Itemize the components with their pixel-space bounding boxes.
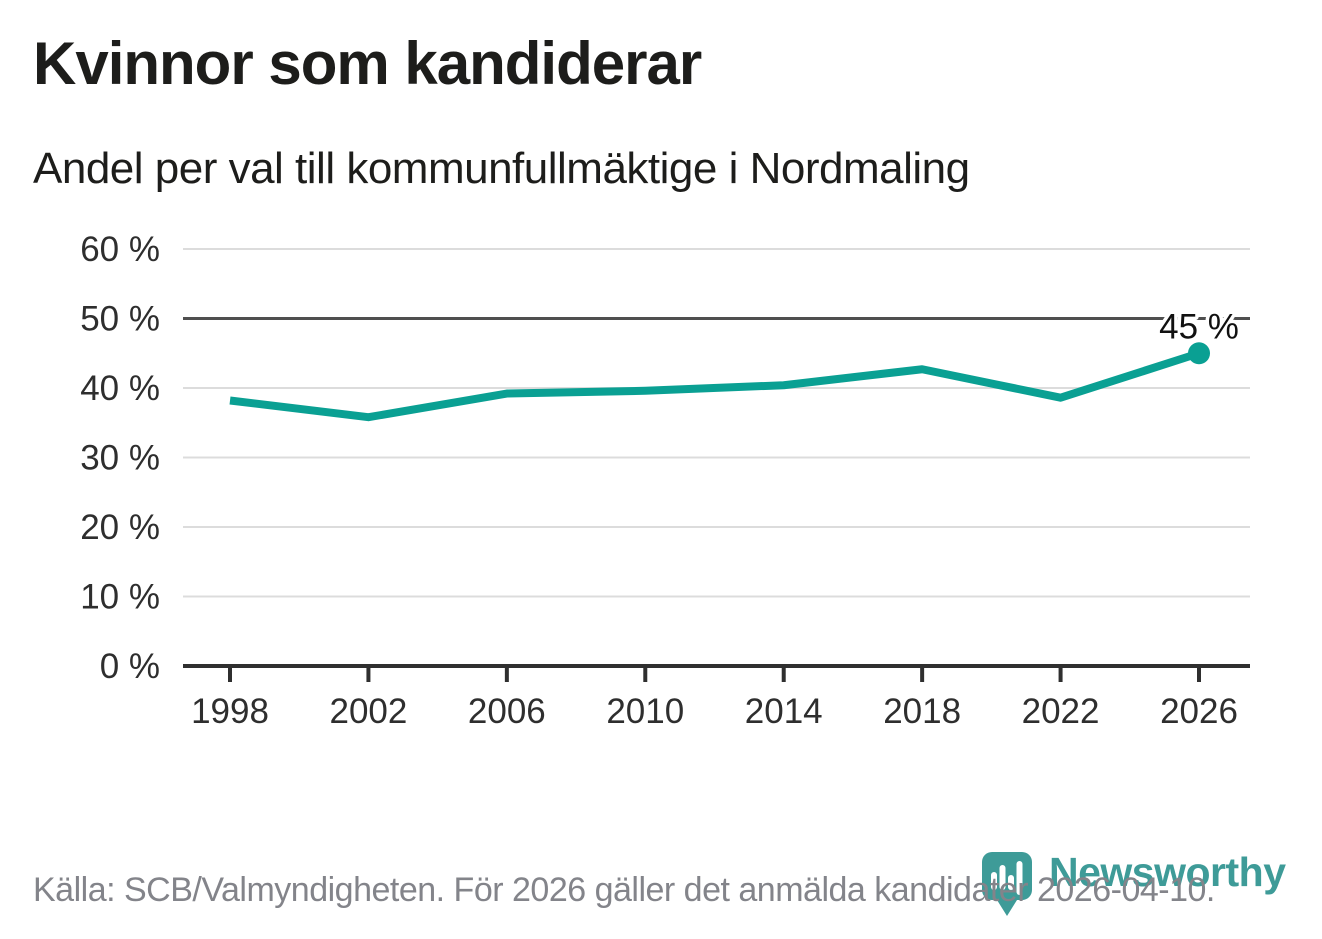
newsworthy-logo[interactable]: Newsworthy — [982, 852, 1290, 918]
y-tick-label-30: 30 % — [80, 439, 160, 478]
chart-subtitle: Andel per val till kommunfullmäktige i N… — [33, 144, 970, 193]
x-tick-label-2010: 2010 — [606, 692, 684, 731]
end-point-marker — [1188, 342, 1210, 365]
newsworthy-pin-barchart-icon — [982, 852, 1032, 916]
logo-bar-3 — [1008, 875, 1014, 890]
y-tick-label-20: 20 % — [80, 508, 160, 547]
newsworthy-logo-text: Newsworthy — [1049, 849, 1286, 895]
y-tick-label-0: 0 % — [100, 647, 160, 686]
source-note: Källa: SCB/Valmyndigheten. För 2026 gäll… — [33, 871, 1215, 909]
x-tick-label-2018: 2018 — [883, 692, 961, 731]
y-tick-label-10: 10 % — [80, 578, 160, 617]
y-tick-label-60: 60 % — [80, 230, 160, 269]
logo-bar-1 — [991, 872, 997, 890]
x-tick-label-2014: 2014 — [745, 692, 823, 731]
x-tick-label-2022: 2022 — [1022, 692, 1100, 731]
logo-bar-4 — [1016, 861, 1023, 895]
x-tick-label-2006: 2006 — [468, 692, 546, 731]
end-point-label: 45 % — [1159, 307, 1239, 346]
chart-title: Kvinnor som kandiderar — [33, 30, 702, 97]
y-tick-label-40: 40 % — [80, 369, 160, 408]
x-tick-label-2002: 2002 — [329, 692, 407, 731]
y-tick-label-50: 50 % — [80, 300, 160, 339]
trend-line — [229, 349, 1201, 422]
logo-bar-2 — [999, 865, 1006, 890]
x-tick-label-1998: 1998 — [191, 692, 269, 731]
x-tick-label-2026: 2026 — [1160, 692, 1238, 731]
